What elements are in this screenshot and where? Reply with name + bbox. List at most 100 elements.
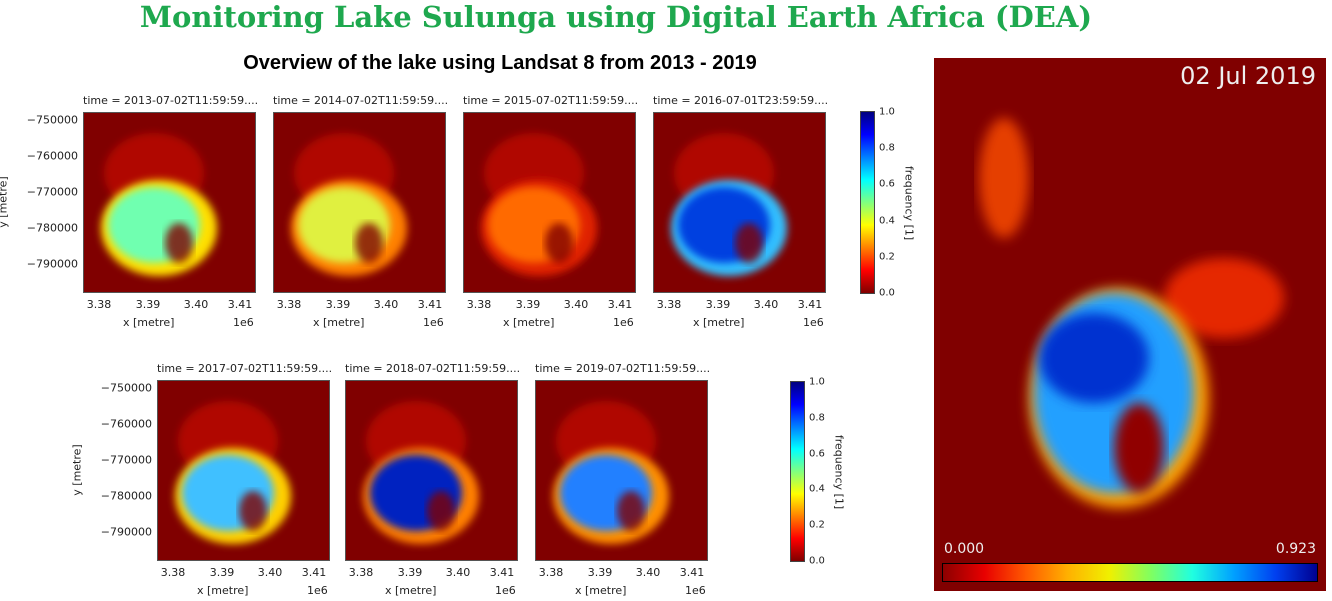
x-tick-label: 3.39: [209, 566, 235, 579]
heatmap-plot: [157, 380, 330, 561]
y-tick-label: −760000: [100, 417, 152, 431]
heatmap-plot: [273, 112, 446, 293]
colorbar-row1: 0.0 0.2 0.4 0.6 0.8 1.0 frequency [1]: [860, 107, 916, 299]
x-tick-label: 3.38: [160, 566, 186, 579]
panel-title: time = 2017-07-02T11:59:59....: [157, 362, 333, 375]
heatmap-plot: [653, 112, 826, 293]
colorbar-tick: 0.2: [879, 251, 895, 263]
x-scale-label: 1e6: [423, 316, 444, 329]
dry-patch: [355, 223, 383, 263]
x-scale-label: 1e6: [613, 316, 634, 329]
x-tick-label: 3.39: [705, 298, 731, 311]
figure-subtitle: Overview of the lake using Landsat 8 fro…: [243, 52, 757, 74]
x-tick-label: 3.40: [563, 298, 589, 311]
colorbar-tick: 0.0: [879, 287, 895, 299]
x-scale-label: 1e6: [233, 316, 254, 329]
colorbar-min: 0.000: [944, 541, 985, 557]
colorbar-tick: 0.6: [879, 178, 895, 190]
y-tick-label: −750000: [26, 113, 78, 127]
map-panel: time = 2013-07-02T11:59:59.... 3.38 3.39 3…: [0, 94, 258, 329]
x-tick-label: 3.41: [227, 298, 253, 311]
heatmap-plot: [345, 380, 518, 561]
x-axis-label: x [metre]: [693, 316, 745, 329]
x-tick-label: 3.39: [397, 566, 423, 579]
x-axis-label: x [metre]: [123, 316, 175, 329]
colorbar-tick: 0.8: [809, 412, 825, 424]
map-panel: time = 2016-07-01T23:59:59.... 3.38 3.39 3…: [653, 94, 828, 329]
colorbar-max: 0.923: [1275, 541, 1316, 557]
x-axis-label: x [metre]: [385, 584, 437, 597]
x-scale-label: 1e6: [307, 584, 328, 597]
x-tick-label: 3.41: [301, 566, 327, 579]
y-tick-label: −770000: [26, 185, 78, 199]
colorbar-tick: 0.0: [809, 555, 825, 567]
dry-patch: [617, 491, 645, 531]
y-axis-label: y [metre]: [0, 176, 10, 227]
colorbar-tick: 0.4: [809, 483, 825, 495]
dry-patch: [427, 491, 455, 531]
x-scale-label: 1e6: [803, 316, 824, 329]
colorbar-tick: 1.0: [809, 376, 825, 388]
x-tick-label: 3.38: [348, 566, 374, 579]
panel-title: time = 2015-07-02T11:59:59....: [463, 94, 639, 107]
x-tick-label: 3.41: [489, 566, 515, 579]
x-tick-label: 3.38: [656, 298, 682, 311]
y-axis-label: y [metre]: [70, 444, 84, 496]
colorbar-label: frequency [1]: [832, 434, 846, 509]
colorbar-tick: 0.6: [809, 448, 825, 460]
y-tick-label: −770000: [100, 453, 152, 467]
panel-title: time = 2016-07-01T23:59:59....: [653, 94, 829, 107]
panel-title: time = 2014-07-02T11:59:59....: [273, 94, 449, 107]
y-tick-label: −790000: [26, 257, 78, 271]
map-panel: time = 2018-07-02T11:59:59.... 3.38 3.39 3…: [345, 362, 520, 597]
x-scale-label: 1e6: [685, 584, 706, 597]
colorbar-label: frequency [1]: [902, 165, 916, 240]
x-tick-label: 3.40: [445, 566, 471, 579]
colorbar-tick: 0.4: [879, 215, 895, 227]
x-tick-label: 3.40: [373, 298, 399, 311]
colorbar-row2: 0.0 0.2 0.4 0.6 0.8 1.0 frequency [1]: [790, 377, 846, 567]
x-tick-label: 3.39: [587, 566, 613, 579]
map-panel: time = 2015-07-02T11:59:59.... 3.38 3.39 3…: [463, 94, 638, 329]
x-tick-label: 3.40: [753, 298, 779, 311]
x-axis-label: x [metre]: [197, 584, 249, 597]
map-panel: time = 2017-07-02T11:59:59.... 3.38 3.39 3…: [71, 362, 333, 597]
x-tick-label: 3.38: [538, 566, 564, 579]
map-panel: time = 2019-07-02T11:59:59.... 3.38 3.39 3…: [535, 362, 710, 597]
y-tick-label: −760000: [26, 149, 78, 163]
dry-patch: [239, 491, 267, 531]
x-axis-label: x [metre]: [575, 584, 627, 597]
x-tick-label: 3.40: [635, 566, 661, 579]
colorbar-tick: 0.2: [809, 519, 825, 531]
y-tick-label: −750000: [100, 381, 152, 395]
dry-patch: [735, 223, 763, 263]
x-tick-label: 3.41: [607, 298, 633, 311]
colorbar-tick: 0.8: [879, 142, 895, 154]
heatmap-plot: [83, 112, 256, 293]
x-tick-label: 3.41: [417, 298, 443, 311]
dry-patch: [545, 223, 573, 263]
frame-date: 02 Jul 2019: [1180, 62, 1316, 90]
x-scale-label: 1e6: [495, 584, 516, 597]
page-title: Monitoring Lake Sulunga using Digital Ea…: [139, 0, 1093, 34]
x-tick-label: 3.38: [276, 298, 302, 311]
heatmap-plot: [463, 112, 636, 293]
x-tick-label: 3.38: [466, 298, 492, 311]
y-tick-label: −780000: [26, 221, 78, 235]
animation-frame: 02 Jul 2019 0.000 0.923: [934, 58, 1326, 591]
x-tick-label: 3.39: [135, 298, 161, 311]
map-panel: time = 2014-07-02T11:59:59.... 3.38 3.39 3…: [273, 94, 448, 329]
y-tick-label: −780000: [100, 489, 152, 503]
x-tick-label: 3.40: [257, 566, 283, 579]
x-axis-label: x [metre]: [503, 316, 555, 329]
panel-title: time = 2018-07-02T11:59:59....: [345, 362, 521, 375]
x-axis-label: x [metre]: [313, 316, 365, 329]
y-tick-label: −790000: [100, 525, 152, 539]
dry-patch: [165, 223, 193, 263]
x-tick-label: 3.38: [86, 298, 112, 311]
x-tick-label: 3.41: [797, 298, 823, 311]
colorbar-tick: 1.0: [879, 106, 895, 118]
x-tick-label: 3.39: [515, 298, 541, 311]
lake-map-2019: [979, 118, 1284, 508]
heatmap-plot: [535, 380, 708, 561]
